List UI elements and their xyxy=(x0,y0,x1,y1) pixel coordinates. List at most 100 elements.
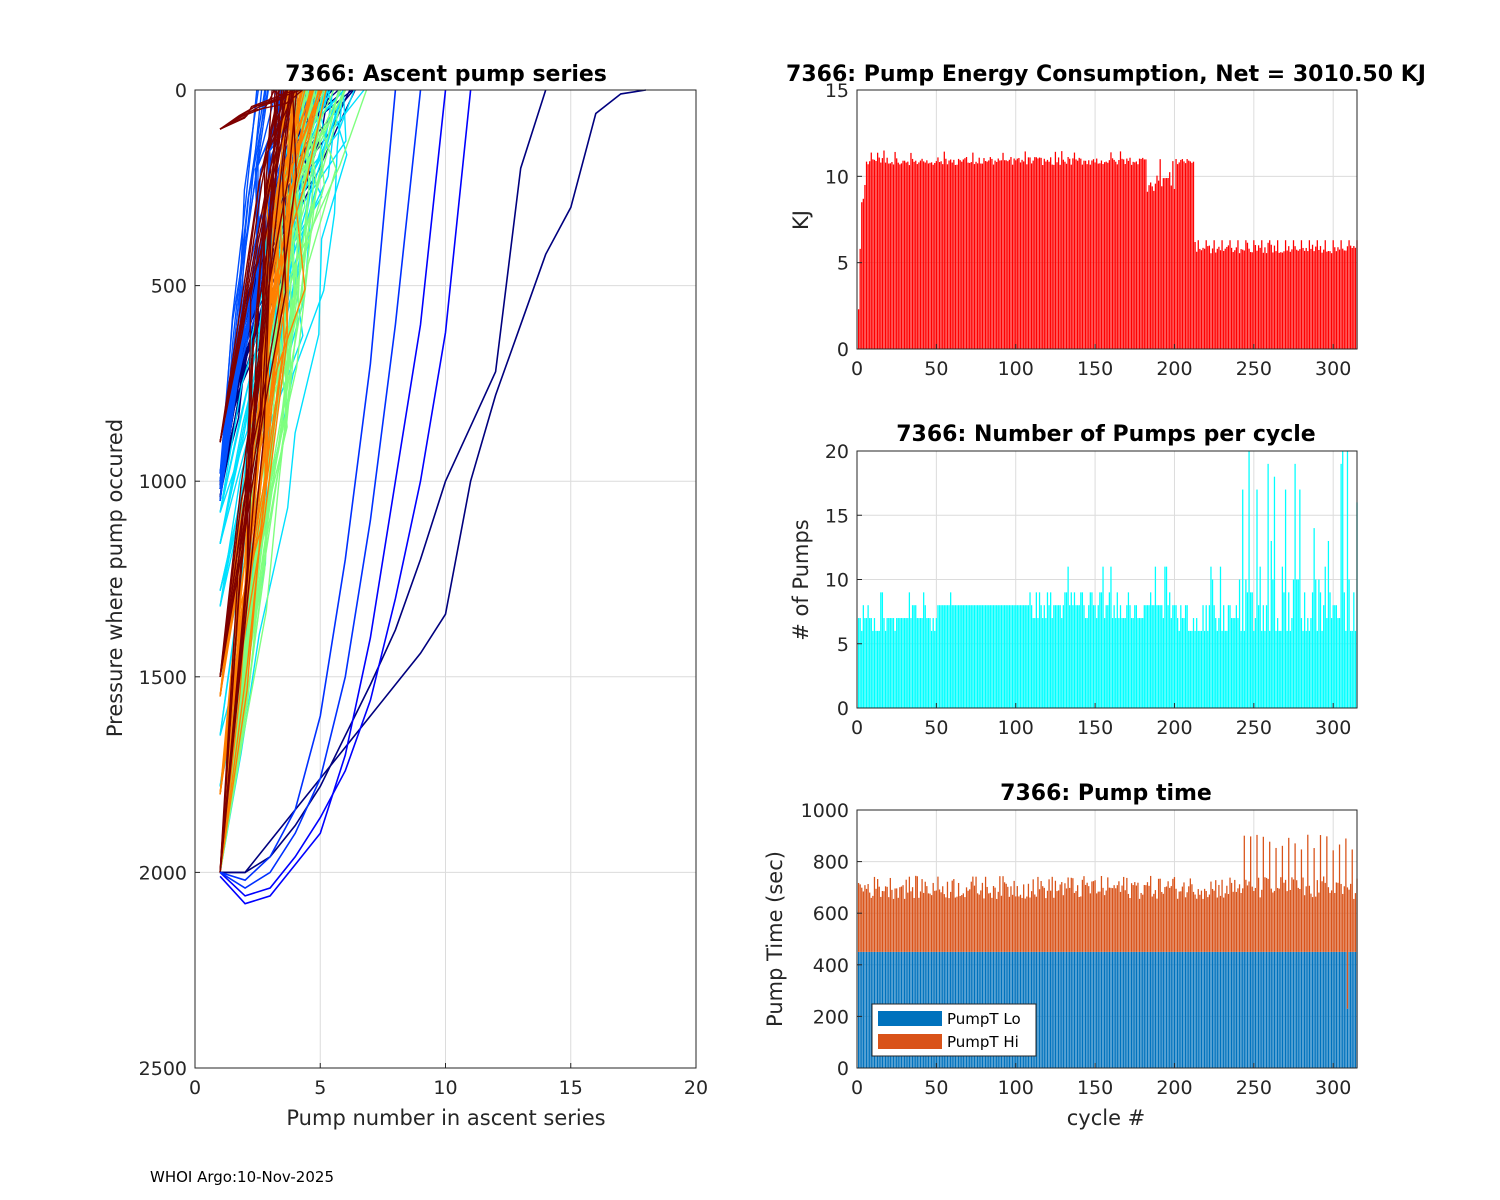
pumpt-hi-bar xyxy=(953,879,955,952)
pumps-bar xyxy=(938,605,941,708)
pumpt-lo-bar xyxy=(1283,951,1285,1068)
pumptime-ticks: 0 50 100 150 200 250 300 0 200 400 600 800 1000 xyxy=(801,800,1352,1099)
pumps-bar xyxy=(1065,592,1068,708)
energy-bar xyxy=(1299,249,1301,349)
pumpt-lo-bar xyxy=(1037,951,1039,1068)
energy-bar xyxy=(1154,183,1157,349)
energy-bar xyxy=(886,157,888,349)
pumps-bar xyxy=(940,605,942,708)
pumps-bar xyxy=(1230,618,1233,708)
pumpt-lo-bar xyxy=(1140,951,1142,1068)
pumps-bar xyxy=(1080,592,1082,708)
pumps-bar xyxy=(1148,605,1150,708)
pumpt-lo-bar xyxy=(1050,951,1052,1068)
pumps-bar xyxy=(950,592,952,708)
pumpt-hi-bar xyxy=(1010,886,1012,952)
energy-bar xyxy=(986,161,988,349)
pumpt-hi-bar xyxy=(1318,892,1320,952)
pumpt-hi-bar xyxy=(1246,885,1249,952)
pumpt-hi-bar xyxy=(1145,885,1147,952)
energy-bar xyxy=(897,162,899,349)
pumpt-lo-bar xyxy=(1192,951,1195,1068)
pumps-bar xyxy=(978,605,980,708)
pumpt-lo-bar xyxy=(1145,951,1147,1068)
energy-bar xyxy=(970,162,972,349)
energy-bar xyxy=(1305,247,1307,349)
pumpt-hi-bar xyxy=(948,898,950,952)
pumpt-hi-bar xyxy=(1161,891,1163,952)
pump-time-plot: 7366: Pump time cycle # Pump Time (sec) … xyxy=(763,781,1358,1130)
pumpt-lo-bar xyxy=(1092,951,1095,1068)
pumps-bar xyxy=(1307,618,1309,708)
pumpt-lo-bar xyxy=(1269,951,1271,1068)
energy-bar xyxy=(1189,161,1191,349)
pumpt-hi-bar xyxy=(1345,838,1347,952)
energy-bar xyxy=(1054,151,1057,349)
pumpt-hi-bar xyxy=(878,886,880,952)
pumps-bar xyxy=(1061,618,1063,708)
pumpt-hi-bar xyxy=(1089,893,1091,952)
pumps-bar xyxy=(859,618,861,708)
energy-bar xyxy=(1272,252,1274,349)
pumps-bar xyxy=(1323,605,1325,708)
pumps-bar xyxy=(896,618,898,708)
energy-bar xyxy=(1073,152,1076,349)
pumps-bar xyxy=(1350,630,1352,708)
pumpt-lo-bar xyxy=(1272,951,1274,1068)
pumps-bar xyxy=(1219,566,1222,708)
pumps-bar xyxy=(1353,592,1355,708)
pumpt-hi-bar xyxy=(913,897,915,952)
pumps-bar xyxy=(1264,630,1266,708)
pumpt-hi-bar xyxy=(962,893,964,952)
pumpt-hi-bar xyxy=(1002,876,1004,952)
ascent-deep-profile-line xyxy=(220,89,547,874)
pumps-bar xyxy=(1107,605,1109,708)
pumpt-hi-bar xyxy=(1115,888,1117,952)
pumpt-hi-bar xyxy=(1354,893,1357,952)
energy-bar xyxy=(1310,248,1312,349)
energy-bar xyxy=(899,164,901,349)
energy-bar xyxy=(1237,240,1239,349)
pumps-bar xyxy=(869,618,871,708)
energy-bar xyxy=(1250,252,1252,349)
pumpt-hi-bar xyxy=(1051,876,1053,952)
pumpt-lo-bar xyxy=(1129,951,1131,1068)
pumpt-hi-bar xyxy=(1048,879,1050,952)
pumps-bar xyxy=(935,618,937,708)
energy-bar xyxy=(880,162,882,349)
energy-bar xyxy=(935,161,937,349)
ascent-series-line xyxy=(219,89,292,873)
energy-bar xyxy=(1326,251,1328,349)
pumps-bar xyxy=(1024,605,1026,708)
pumps-bar xyxy=(1303,592,1306,708)
energy-bar xyxy=(1191,162,1193,349)
pumpt-lo-bar xyxy=(1111,951,1114,1068)
pumpt-hi-bar xyxy=(1023,884,1025,952)
pumps-bar xyxy=(1330,618,1333,708)
pumpt-hi-bar xyxy=(1111,888,1114,952)
pumpt-hi-bar xyxy=(1032,879,1034,952)
pumpt-hi-bar xyxy=(1270,888,1272,952)
energy-bar xyxy=(1148,185,1150,349)
pumps-bar xyxy=(1284,489,1287,708)
pumps-bar xyxy=(983,605,985,708)
energy-bar xyxy=(1080,158,1082,349)
energy-bar xyxy=(1046,159,1049,349)
pumpt-hi-bar xyxy=(984,876,987,952)
energy-bar xyxy=(1042,165,1044,349)
ascent-deep-profile-line xyxy=(219,89,472,897)
pumps-bar xyxy=(999,605,1001,708)
pumpt-hi-bar xyxy=(1016,886,1018,952)
pumpt-hi-bar xyxy=(1223,897,1225,952)
pumps-bar xyxy=(880,592,882,708)
pumps-bar xyxy=(913,605,915,708)
pumps-bar xyxy=(977,605,979,708)
pumpt-hi-bar xyxy=(1248,881,1250,952)
pumps-bar xyxy=(1092,605,1095,708)
energy-bar xyxy=(1021,159,1023,349)
pumpt-lo-bar xyxy=(1216,951,1218,1068)
pumpt-hi-bar xyxy=(1292,879,1295,952)
energy-bar xyxy=(997,158,999,349)
pumpt-lo-bar xyxy=(1297,951,1299,1068)
